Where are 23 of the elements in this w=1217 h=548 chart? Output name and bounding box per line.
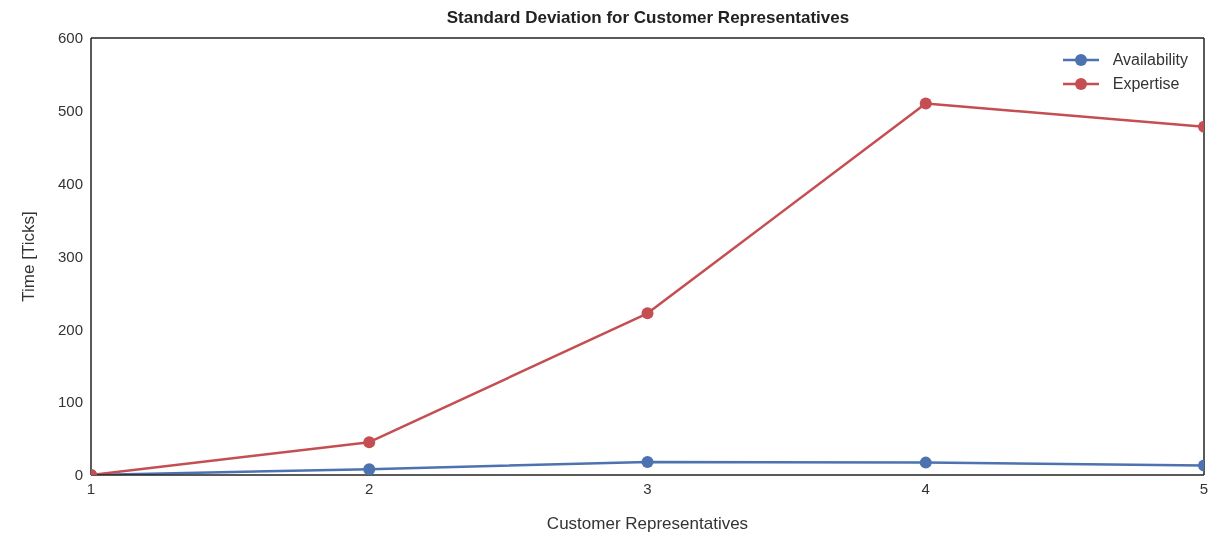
x-tick-label: 5: [1199, 479, 1209, 497]
x-tick-label: 3: [643, 479, 652, 497]
point: [919, 456, 932, 469]
y-tick-label: 300: [57, 247, 83, 265]
point: [641, 455, 654, 468]
point: [363, 436, 376, 449]
point: [919, 97, 932, 110]
chart-title: Standard Deviation for Customer Representatives: [445, 8, 851, 29]
x-axis-title: Customer Representatives: [546, 514, 749, 533]
x-tick-label: 4: [921, 479, 930, 497]
legend-label: Expertise: [1112, 75, 1180, 93]
legend-label: Availability: [1112, 51, 1188, 69]
y-tick-label: 100: [57, 393, 83, 411]
point: [641, 307, 654, 320]
y-tick-label: 0: [74, 466, 83, 484]
y-tick-label: 400: [57, 174, 83, 192]
y-tick-label: 600: [57, 29, 83, 47]
x-tick-label: 2: [365, 479, 374, 497]
point: [363, 463, 376, 475]
x-tick-label: 1: [86, 479, 96, 497]
y-tick-label: 500: [57, 102, 83, 120]
y-axis-title: Time [Ticks]: [19, 211, 39, 302]
y-tick-label: 200: [57, 320, 83, 338]
